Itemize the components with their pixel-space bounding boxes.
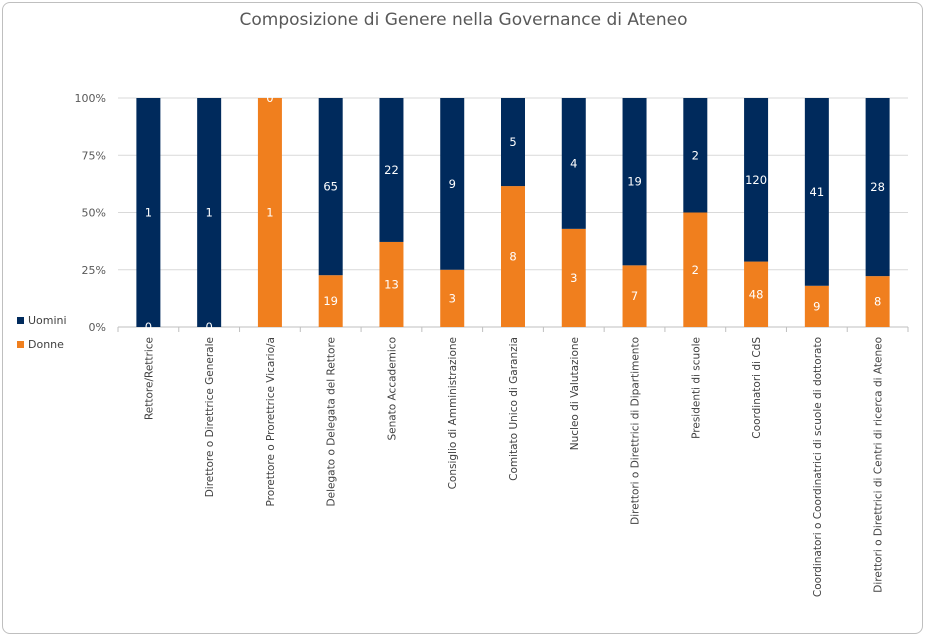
legend-label: Donne bbox=[28, 338, 64, 351]
bar-uomini bbox=[501, 98, 525, 187]
data-label-donne: 1 bbox=[266, 206, 273, 220]
bar-uomini bbox=[683, 98, 708, 213]
bar-uomini bbox=[318, 98, 343, 276]
x-category-label: Coordinatori di CdS bbox=[751, 337, 763, 439]
x-category-label: Coordinatori o Coordinatrici di scuole d… bbox=[812, 337, 824, 597]
x-category-label: Direttori o Direttrici di Dipartimento bbox=[630, 337, 642, 525]
data-label-donne: 19 bbox=[323, 294, 338, 308]
y-tick-label: 50% bbox=[82, 207, 106, 220]
bar-donne bbox=[683, 212, 708, 327]
y-tick-label: 25% bbox=[82, 264, 106, 277]
legend-swatch bbox=[17, 317, 24, 324]
data-label-uomini: 1 bbox=[205, 206, 212, 220]
bar-uomini bbox=[804, 98, 829, 286]
data-label-donne: 7 bbox=[631, 289, 638, 303]
x-category-label: Nucleo di Valutazione bbox=[569, 337, 581, 450]
data-label-uomini: 5 bbox=[509, 135, 516, 149]
data-label-donne: 48 bbox=[749, 287, 764, 301]
data-label-donne: 13 bbox=[384, 277, 399, 291]
x-category-label: Direttore o Direttrice Generale bbox=[204, 337, 216, 497]
data-label-donne: 3 bbox=[570, 271, 577, 285]
bar-uomini bbox=[197, 98, 222, 327]
x-category-label: Consiglio di Amministrazione bbox=[447, 337, 459, 489]
data-label-donne: 8 bbox=[509, 250, 516, 264]
bar-uomini bbox=[622, 98, 647, 266]
x-category-label: Rettore/Rettrice bbox=[143, 337, 155, 420]
data-label-donne: 0 bbox=[205, 320, 212, 334]
data-label-uomini: 9 bbox=[449, 177, 456, 191]
x-category-label: Senato Accademico bbox=[386, 337, 398, 441]
x-category-label: Delegato o Delegata del Rettore bbox=[326, 337, 338, 506]
chart-title: Composizione di Genere nella Governance … bbox=[239, 10, 688, 30]
x-category-label: Presidenti di scuole bbox=[690, 337, 702, 439]
bar-uomini bbox=[136, 98, 161, 327]
data-label-uomini: 22 bbox=[384, 163, 399, 177]
data-label-uomini: 1 bbox=[145, 206, 152, 220]
x-axis: Rettore/Rettrice Direttore o Direttrice G… bbox=[117, 327, 909, 597]
bar-uomini bbox=[440, 98, 465, 270]
x-category-label: Comitato Unico di Garanzia bbox=[508, 337, 520, 481]
y-tick-label: 100% bbox=[75, 92, 106, 105]
data-label-uomini: 120 bbox=[745, 173, 767, 187]
data-label-uomini: 19 bbox=[627, 175, 642, 189]
bar-donne bbox=[257, 98, 282, 327]
legend-label: Uomini bbox=[28, 314, 67, 327]
data-label-uomini: 41 bbox=[810, 185, 825, 199]
bar-donne bbox=[804, 285, 829, 327]
bar-donne bbox=[501, 186, 525, 327]
legend-swatch bbox=[17, 341, 24, 348]
y-tick-label: 75% bbox=[82, 149, 106, 162]
data-label-donne: 2 bbox=[692, 263, 699, 277]
y-axis: 0% 25% 50% 75% 100% bbox=[75, 92, 106, 334]
bar-donne bbox=[318, 275, 343, 327]
bar-uomini bbox=[744, 98, 769, 262]
bar-donne bbox=[622, 265, 647, 327]
bar-donne bbox=[379, 241, 404, 327]
bar-uomini bbox=[865, 98, 890, 277]
bar-donne bbox=[561, 228, 586, 327]
data-label-uomini: 4 bbox=[570, 156, 577, 170]
x-category-label: Direttori o Direttrici di Centri di rice… bbox=[873, 337, 885, 593]
bar-donne bbox=[744, 261, 769, 327]
data-label-donne: 0 bbox=[145, 320, 152, 334]
data-label-uomini: 65 bbox=[323, 180, 338, 194]
bar-donne bbox=[865, 276, 890, 327]
bar-uomini bbox=[561, 98, 586, 229]
bars bbox=[136, 98, 890, 327]
x-category-label: Prorettore o Prorettrice Vicario/a bbox=[265, 337, 277, 506]
data-label-uomini: 28 bbox=[870, 180, 885, 194]
data-label-donne: 8 bbox=[874, 295, 881, 309]
data-label-donne: 9 bbox=[813, 299, 820, 313]
data-label-uomini: 2 bbox=[692, 148, 699, 162]
y-tick-label: 0% bbox=[89, 321, 106, 334]
data-label-uomini: 0 bbox=[266, 91, 273, 105]
legend: Uomini Donne bbox=[17, 314, 67, 351]
bar-donne bbox=[440, 269, 465, 327]
bar-uomini bbox=[379, 98, 404, 242]
data-label-donne: 3 bbox=[449, 291, 456, 305]
